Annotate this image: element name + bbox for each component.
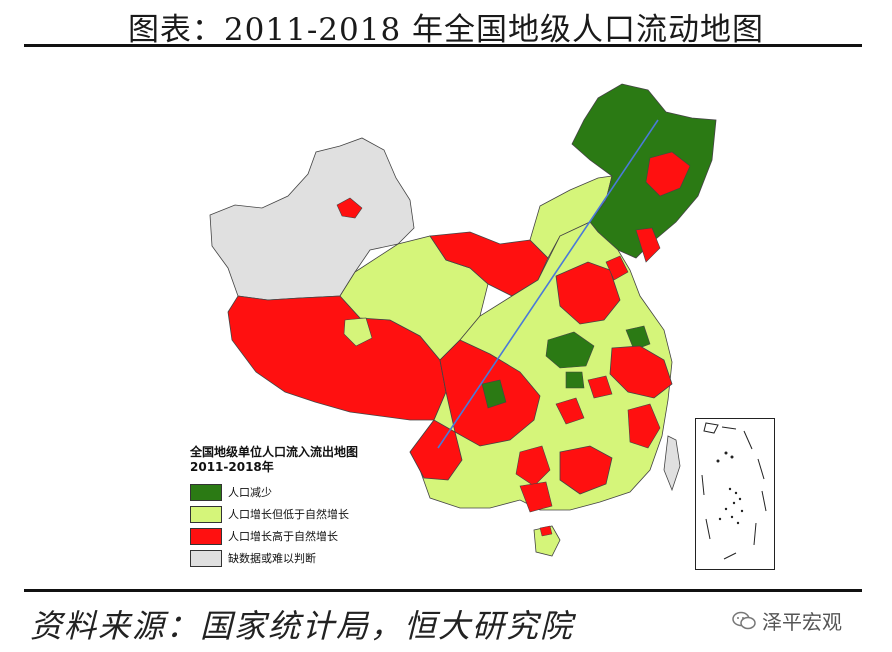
- legend-item: 缺数据或难以判断: [190, 547, 358, 569]
- legend-label: 人口减少: [228, 486, 272, 499]
- legend-label: 人口增长但低于自然增长: [228, 508, 349, 521]
- region-fujian: [627, 403, 661, 449]
- legend-item: 人口减少: [190, 481, 358, 503]
- legend-title: 全国地级单位人口流入流出地图: [190, 445, 359, 459]
- region-central-green-2: [565, 371, 585, 389]
- legend-item: 人口增长高于自然增长: [190, 525, 358, 547]
- region-shandong-green: [625, 325, 651, 351]
- region-yunnan-red: [409, 419, 463, 481]
- region-henan-green: [545, 331, 595, 369]
- hu-line: [437, 119, 659, 449]
- region-wuhan: [587, 375, 613, 399]
- region-north-china: [555, 261, 621, 325]
- legend-label: 人口增长高于自然增长: [228, 530, 338, 543]
- region-changsha: [555, 397, 585, 425]
- legend-label: 缺数据或难以判断: [228, 552, 316, 565]
- legend: 全国地级单位人口流入流出地图 2011-2018年 人口减少 人口增长但低于自然…: [190, 445, 358, 569]
- legend-item: 人口增长但低于自然增长: [190, 503, 358, 525]
- region-qinghai-lake: [343, 317, 373, 347]
- region-taiwan: [663, 435, 681, 492]
- legend-subtitle: 2011-2018年: [190, 460, 274, 474]
- region-chongqing-green: [481, 379, 507, 409]
- brand-name: 泽平宏观: [762, 610, 842, 634]
- region-guangxi-red: [515, 445, 551, 487]
- region-harbin: [645, 151, 691, 197]
- region-yangtze-delta: [609, 345, 673, 399]
- region-hainan-red: [539, 525, 553, 537]
- page-title: 图表：2011-2018 年全国地级人口流动地图: [127, 12, 765, 48]
- legend-swatch: [190, 483, 222, 501]
- region-beijing: [605, 255, 629, 281]
- legend-swatch: [190, 549, 222, 567]
- region-guangdong: [559, 445, 613, 495]
- region-south-red: [519, 481, 553, 513]
- top-divider: [24, 44, 862, 47]
- legend-swatch: [190, 527, 222, 545]
- inset-map: [701, 422, 767, 560]
- south-china-sea-inset: [695, 418, 775, 570]
- region-urumqi: [336, 197, 363, 219]
- bottom-divider: [24, 589, 862, 592]
- brand-watermark: 泽平宏观: [732, 606, 842, 635]
- legend-swatch: [190, 505, 222, 523]
- source-note: 资料来源：国家统计局，恒大研究院: [30, 607, 575, 645]
- region-ne-red-2: [635, 227, 661, 263]
- wechat-icon: [732, 611, 756, 629]
